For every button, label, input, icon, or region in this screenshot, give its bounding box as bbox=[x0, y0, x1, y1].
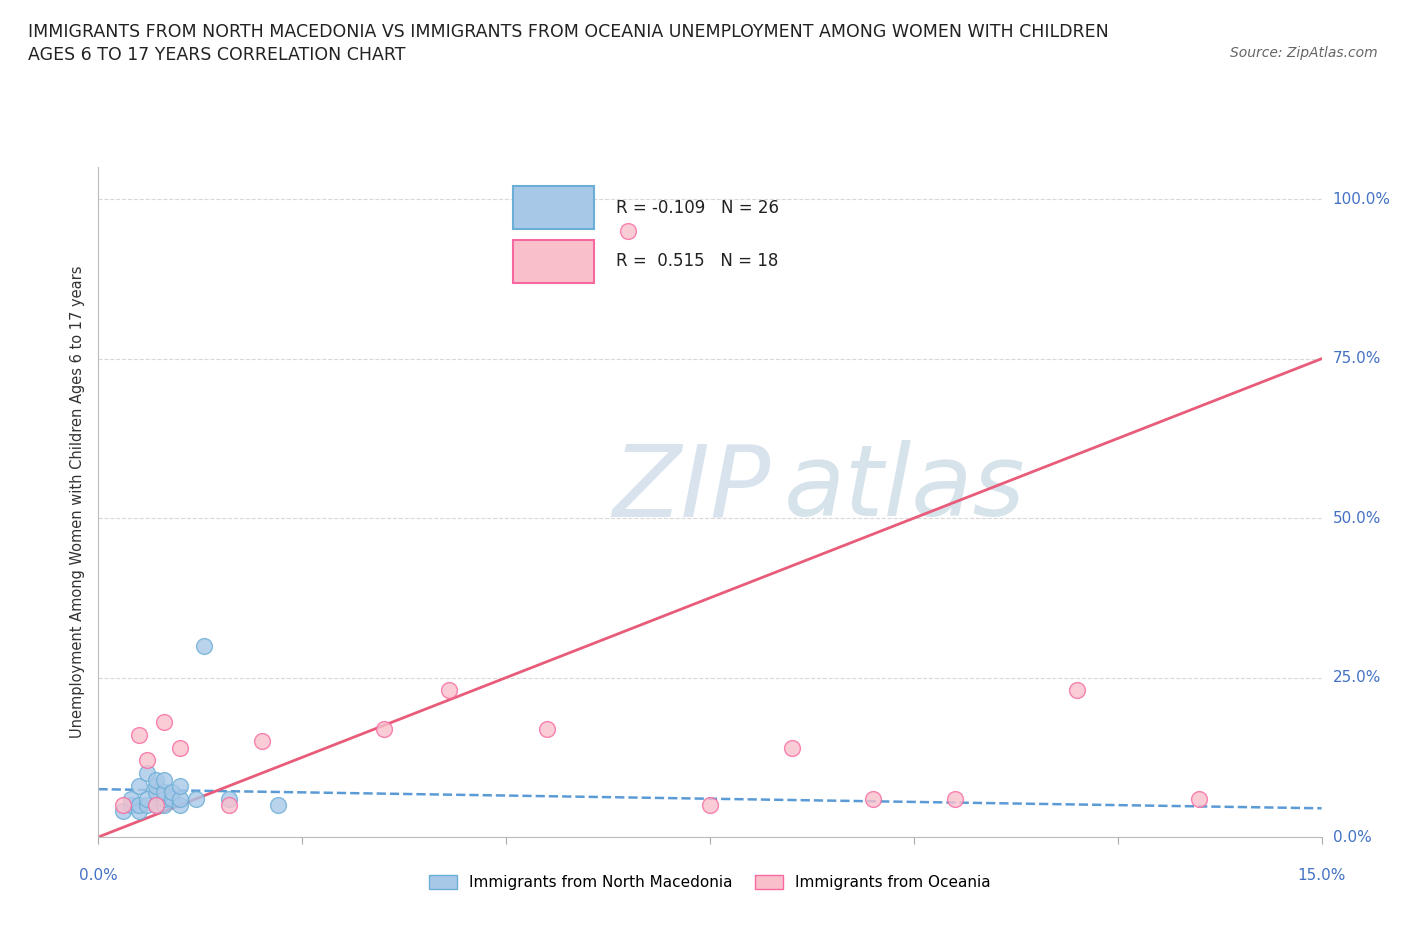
Point bbox=[186, 791, 208, 806]
Point bbox=[145, 798, 167, 813]
Point bbox=[169, 791, 191, 806]
Point bbox=[1066, 683, 1088, 698]
Y-axis label: Unemployment Among Women with Children Ages 6 to 17 years: Unemployment Among Women with Children A… bbox=[70, 266, 86, 738]
Text: 25.0%: 25.0% bbox=[1333, 671, 1381, 685]
Point bbox=[437, 683, 460, 698]
Point bbox=[862, 791, 884, 806]
Point bbox=[152, 772, 174, 787]
Point bbox=[152, 798, 174, 813]
Text: 0.0%: 0.0% bbox=[1333, 830, 1371, 844]
Point bbox=[152, 785, 174, 800]
Text: 50.0%: 50.0% bbox=[1333, 511, 1381, 525]
Point bbox=[250, 734, 273, 749]
Point bbox=[145, 785, 167, 800]
Point bbox=[617, 224, 640, 239]
Point bbox=[136, 798, 159, 813]
Point bbox=[120, 798, 142, 813]
Point bbox=[1188, 791, 1211, 806]
Text: AGES 6 TO 17 YEARS CORRELATION CHART: AGES 6 TO 17 YEARS CORRELATION CHART bbox=[28, 46, 405, 64]
Point bbox=[128, 727, 150, 742]
Point bbox=[111, 798, 134, 813]
Point bbox=[128, 804, 150, 819]
Point bbox=[145, 798, 167, 813]
Point bbox=[193, 638, 215, 653]
Point bbox=[128, 798, 150, 813]
Text: atlas: atlas bbox=[783, 440, 1025, 538]
Point bbox=[152, 791, 174, 806]
Point bbox=[169, 798, 191, 813]
Point bbox=[169, 740, 191, 755]
Point bbox=[169, 778, 191, 793]
Point bbox=[160, 785, 183, 800]
Point bbox=[136, 765, 159, 780]
Point bbox=[699, 798, 721, 813]
Point bbox=[943, 791, 966, 806]
Point bbox=[152, 715, 174, 730]
Point bbox=[128, 778, 150, 793]
Point bbox=[373, 721, 395, 736]
Point bbox=[145, 772, 167, 787]
Point bbox=[536, 721, 558, 736]
Legend: Immigrants from North Macedonia, Immigrants from Oceania: Immigrants from North Macedonia, Immigra… bbox=[423, 869, 997, 897]
Text: IMMIGRANTS FROM NORTH MACEDONIA VS IMMIGRANTS FROM OCEANIA UNEMPLOYMENT AMONG WO: IMMIGRANTS FROM NORTH MACEDONIA VS IMMIG… bbox=[28, 23, 1109, 41]
Text: Source: ZipAtlas.com: Source: ZipAtlas.com bbox=[1230, 46, 1378, 60]
Point bbox=[218, 798, 240, 813]
Point bbox=[120, 791, 142, 806]
Point bbox=[145, 778, 167, 793]
Point bbox=[160, 791, 183, 806]
Point bbox=[267, 798, 290, 813]
Text: 0.0%: 0.0% bbox=[79, 868, 118, 883]
Point bbox=[136, 791, 159, 806]
Point bbox=[780, 740, 803, 755]
Text: 100.0%: 100.0% bbox=[1333, 192, 1391, 206]
Point bbox=[136, 753, 159, 768]
Point bbox=[218, 791, 240, 806]
Text: ZIP: ZIP bbox=[612, 440, 770, 538]
Point bbox=[111, 804, 134, 819]
Text: 15.0%: 15.0% bbox=[1298, 868, 1346, 883]
Text: 75.0%: 75.0% bbox=[1333, 352, 1381, 366]
